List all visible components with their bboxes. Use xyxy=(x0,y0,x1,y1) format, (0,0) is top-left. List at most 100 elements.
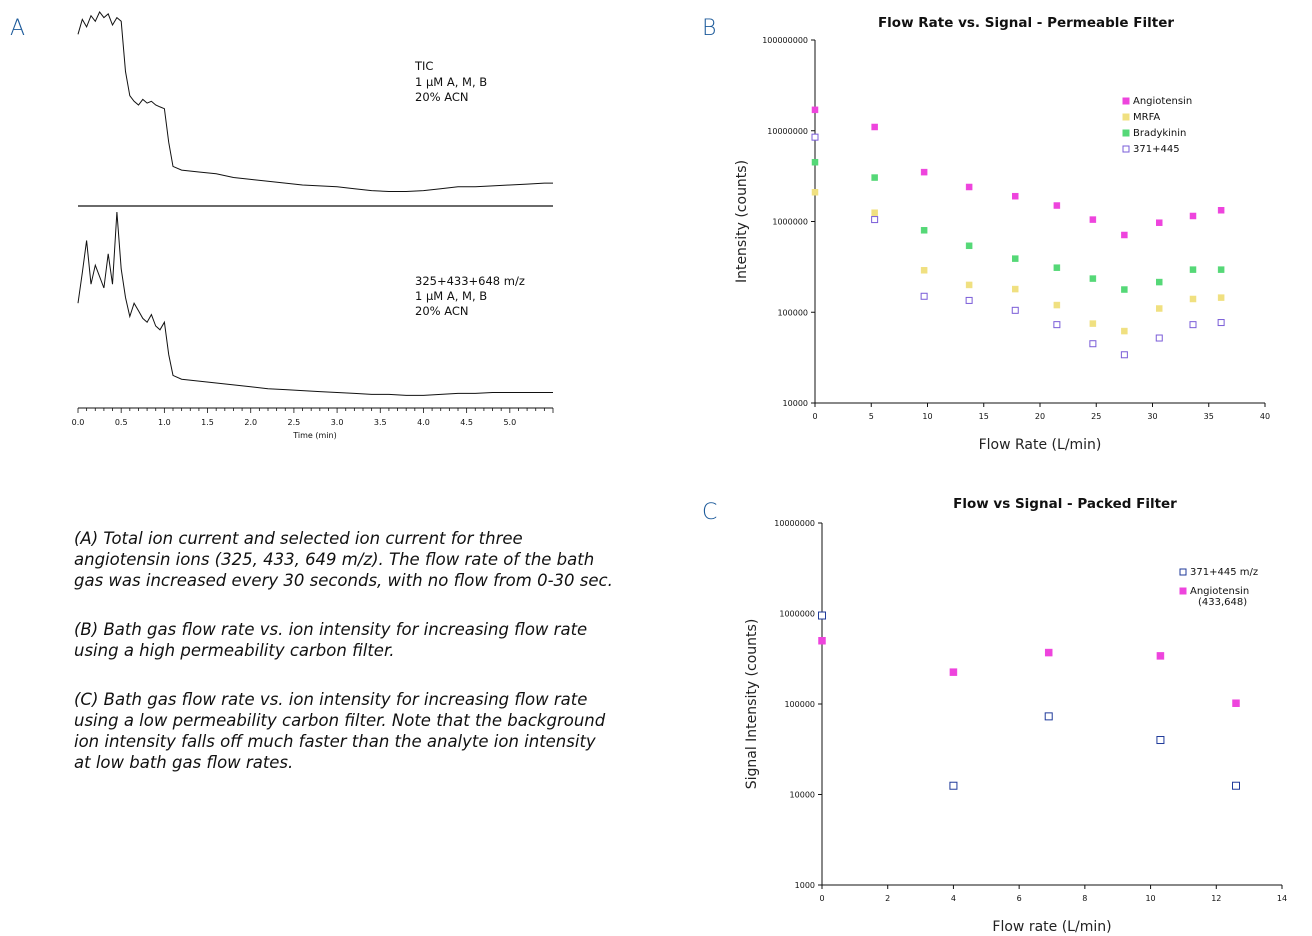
chromatogram-chart: 0.0 0.5 1.0 1.5 2.0 2.5 3.0 3.5 4.0 4.5 5.0 TIC 1 … xyxy=(72,11,554,440)
x-tick-label: 2 xyxy=(885,894,890,903)
data-point-371-445 xyxy=(1155,334,1163,342)
legend-label: 371+445 xyxy=(1133,144,1180,155)
chromatogram-trace-2 xyxy=(77,211,553,396)
bottom-trace-label-3: 20% ACN xyxy=(415,304,469,318)
data-point-371-445 xyxy=(920,292,928,300)
data-point-mrfa xyxy=(811,189,819,196)
legend-label: (433,648) xyxy=(1198,597,1247,608)
data-point-371-445 xyxy=(1120,351,1128,359)
legend-swatch xyxy=(1122,113,1130,121)
x-tick-label: 0.5 xyxy=(115,418,128,427)
data-point-mrfa xyxy=(920,267,928,274)
x-axis-title: Flow Rate (L/min) xyxy=(979,437,1102,453)
caption-c: (C) Bath gas flow rate vs. ion intensity… xyxy=(74,690,606,772)
data-point-angiotensin xyxy=(811,106,819,114)
data-point-371-445-m-z xyxy=(1232,781,1240,790)
legend-swatch xyxy=(1122,97,1130,105)
data-point-371-445-m-z xyxy=(1044,712,1053,721)
chart-title: Flow vs Signal - Packed Filter xyxy=(953,496,1177,512)
x-tick-label: 0 xyxy=(812,412,817,421)
data-point-angiotensin xyxy=(1121,231,1128,239)
bottom-trace-label-1: 325+433+648 m/z xyxy=(415,274,525,288)
data-point-mrfa xyxy=(1089,320,1097,327)
data-point-angiotensin xyxy=(1156,219,1163,226)
legend-label: Angiotensin xyxy=(1190,586,1249,597)
x-tick-label: 5 xyxy=(869,412,874,421)
chromatogram-trace-1 xyxy=(77,11,553,192)
panel-letter-a: A xyxy=(10,16,26,41)
data-point-bradykinin xyxy=(1012,255,1019,262)
x-tick-label: 4.0 xyxy=(417,418,430,427)
data-point-bradykinin xyxy=(1217,266,1225,273)
data-point-mrfa xyxy=(1012,285,1019,293)
data-point-bradykinin xyxy=(965,242,973,250)
x-tick-label: 14 xyxy=(1277,894,1287,903)
panel-letter-b: B xyxy=(702,16,717,41)
y-tick-label: 10000 xyxy=(783,399,808,408)
data-point-bradykinin xyxy=(871,174,878,181)
x-tick-label: 5.0 xyxy=(503,418,516,427)
x-tick-label: 10 xyxy=(1145,894,1155,903)
data-point-bradykinin xyxy=(1089,275,1097,282)
legend-label: MRFA xyxy=(1133,112,1160,123)
legend-swatch xyxy=(1179,568,1187,576)
data-point-371-445 xyxy=(871,216,879,224)
data-point-angiotensin xyxy=(871,123,878,131)
data-point-371-445-m-z xyxy=(949,781,958,790)
data-point-371-445 xyxy=(965,296,973,304)
y-tick-label: 100000000 xyxy=(762,36,808,45)
y-tick-label: 1000000 xyxy=(772,218,808,227)
x-tick-label: 15 xyxy=(979,412,989,421)
y-axis-title: Intensity (counts) xyxy=(734,160,750,283)
data-point-371-445 xyxy=(1089,340,1097,348)
data-point-mrfa xyxy=(871,209,878,216)
panel-letter-c: C xyxy=(702,500,718,525)
x-axis-title: Time (min) xyxy=(292,431,336,440)
data-point-angiotensin xyxy=(1156,652,1165,660)
data-point-angiotensin xyxy=(1044,648,1053,657)
data-point-mrfa xyxy=(965,281,973,289)
x-tick-label: 35 xyxy=(1204,412,1214,421)
permeable-filter-chart: Flow Rate vs. Signal - Permeable Filter 1… xyxy=(734,15,1270,453)
data-point-mrfa xyxy=(1217,294,1225,301)
x-tick-label: 4 xyxy=(951,894,956,903)
legend-swatch xyxy=(1179,587,1187,595)
x-axis-title: Flow rate (L/min) xyxy=(992,919,1111,935)
data-point-angiotensin xyxy=(818,636,826,645)
data-point-mrfa xyxy=(1189,295,1197,303)
data-point-angiotensin xyxy=(1089,216,1097,223)
data-point-371-445 xyxy=(1053,321,1061,329)
data-point-mrfa xyxy=(1121,327,1128,335)
y-tick-label: 10000000 xyxy=(774,519,815,528)
data-point-angiotensin xyxy=(1189,212,1197,220)
chart-title: Flow Rate vs. Signal - Permeable Filter xyxy=(878,15,1174,31)
x-tick-label: 40 xyxy=(1260,412,1270,421)
caption-a: (A) Total ion current and selected ion c… xyxy=(74,529,613,590)
data-point-angiotensin xyxy=(1217,207,1225,214)
data-point-bradykinin xyxy=(811,158,819,166)
data-point-371-445 xyxy=(1217,319,1225,327)
data-point-371-445 xyxy=(811,133,819,141)
caption-b: (B) Bath gas flow rate vs. ion intensity… xyxy=(74,620,588,660)
packed-filter-chart: Flow vs Signal - Packed Filter 1000 10000 1… xyxy=(744,496,1287,935)
x-tick-label: 8 xyxy=(1082,894,1087,903)
x-tick-label: 25 xyxy=(1091,412,1101,421)
data-point-371-445 xyxy=(1189,321,1197,329)
legend-label: 371+445 m/z xyxy=(1190,567,1258,578)
x-tick-label: 20 xyxy=(1035,412,1045,421)
x-tick-label: 2.5 xyxy=(288,418,301,427)
data-point-angiotensin xyxy=(965,183,973,191)
y-tick-label: 1000000 xyxy=(779,610,815,619)
data-point-angiotensin xyxy=(920,168,928,176)
top-trace-label-3: 20% ACN xyxy=(415,90,469,104)
x-tick-label: 10 xyxy=(922,412,932,421)
x-tick-label: 1.5 xyxy=(201,418,214,427)
data-point-371-445-m-z xyxy=(1156,736,1165,745)
data-point-371-445 xyxy=(1011,306,1019,314)
x-tick-label: 30 xyxy=(1147,412,1157,421)
data-point-bradykinin xyxy=(1189,266,1197,273)
x-tick-label: 4.5 xyxy=(460,418,473,427)
x-tick-label: 3.0 xyxy=(331,418,344,427)
legend-label: Angiotensin xyxy=(1133,96,1192,107)
data-point-371-445-m-z xyxy=(818,611,826,620)
